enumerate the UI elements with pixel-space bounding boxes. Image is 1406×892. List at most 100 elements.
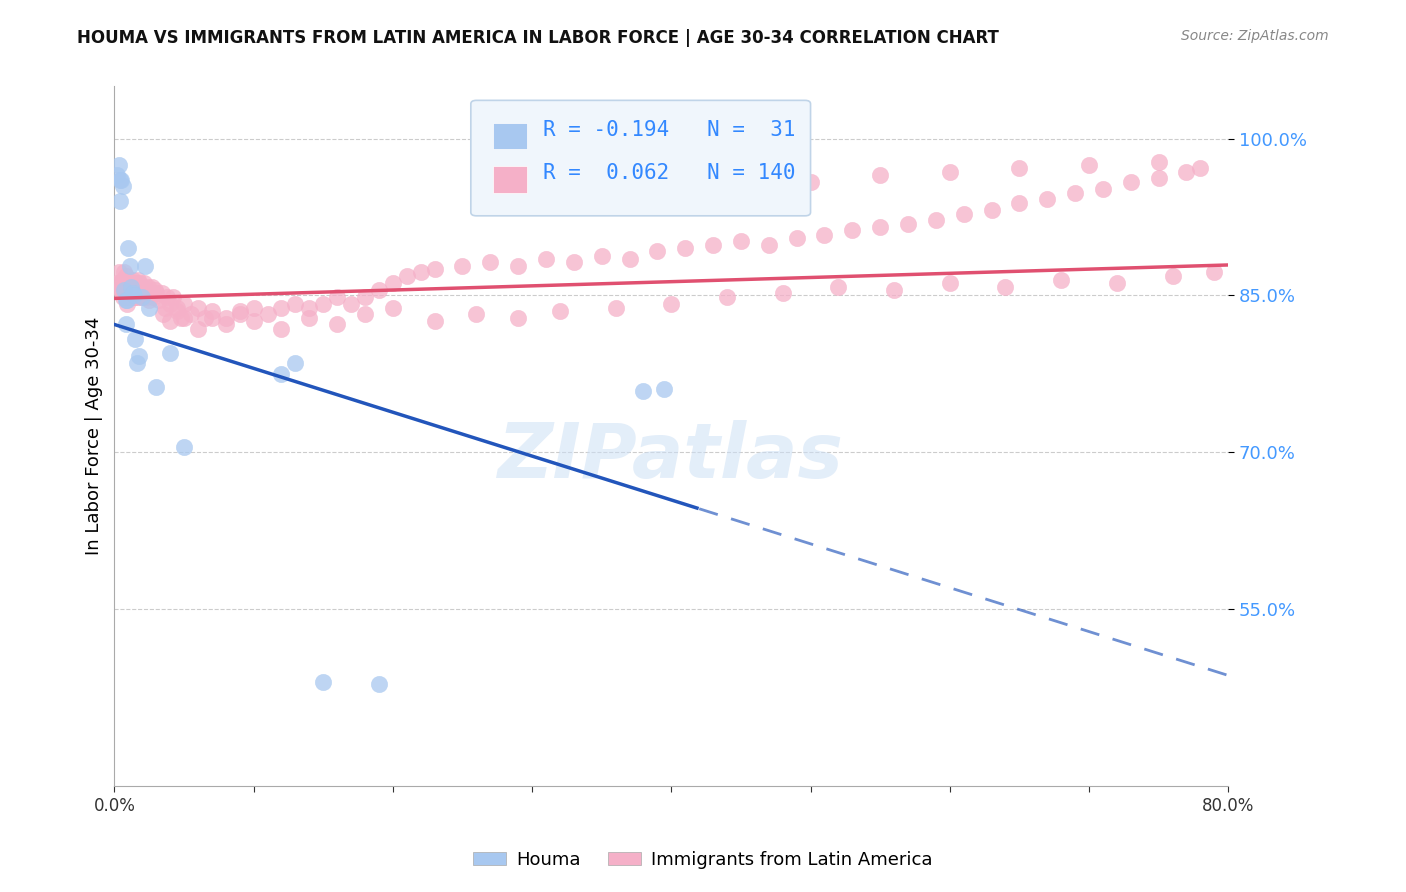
Point (1078, 158, 1101, 172)
Point (136, 280, 159, 294)
Point (112, 280, 135, 294)
Point (381, 301, 404, 315)
Point (994, 280, 1017, 294)
Point (508, 311, 530, 326)
Point (591, 249, 613, 263)
Point (138, 293, 160, 308)
Point (633, 384, 655, 399)
Point (121, 280, 143, 294)
Point (159, 345, 181, 359)
Point (134, 283, 156, 297)
Point (125, 286, 148, 301)
Point (142, 290, 165, 304)
Point (148, 293, 170, 308)
Y-axis label: In Labor Force | Age 30-34: In Labor Force | Age 30-34 (86, 317, 103, 556)
Point (111, 290, 134, 304)
Point (952, 207, 974, 221)
Point (128, 276, 150, 290)
Point (381, 276, 404, 290)
Point (659, 189, 682, 203)
Point (115, 280, 138, 294)
Point (368, 283, 391, 297)
Point (127, 290, 149, 304)
Point (107, 265, 129, 279)
Point (562, 255, 585, 269)
Point (110, 283, 132, 297)
Point (117, 241, 139, 255)
Point (143, 283, 166, 297)
Text: R = -0.194   N =  31: R = -0.194 N = 31 (543, 120, 796, 140)
Point (124, 332, 146, 346)
Point (215, 318, 238, 332)
Point (122, 290, 145, 304)
Text: ZIPatlas: ZIPatlas (498, 420, 845, 494)
Point (1175, 165, 1198, 179)
Point (841, 223, 863, 237)
Point (270, 321, 292, 335)
Point (1064, 186, 1087, 200)
Point (125, 356, 148, 370)
Point (139, 286, 162, 301)
Point (270, 301, 292, 315)
Point (121, 272, 143, 286)
Point (162, 290, 184, 304)
FancyBboxPatch shape (494, 166, 526, 193)
Point (772, 286, 794, 301)
Point (105, 276, 128, 290)
Point (125, 280, 148, 294)
Point (479, 255, 502, 269)
Point (120, 290, 142, 304)
Point (242, 314, 264, 328)
Point (368, 677, 391, 691)
Point (114, 318, 136, 332)
Point (201, 304, 224, 318)
Point (326, 318, 349, 332)
Point (1161, 269, 1184, 284)
Point (159, 296, 181, 310)
Point (869, 168, 891, 182)
Point (173, 311, 195, 326)
Point (127, 272, 149, 286)
Point (827, 280, 849, 294)
Point (120, 280, 142, 294)
Point (122, 283, 145, 297)
Point (298, 301, 321, 315)
Point (145, 286, 167, 301)
Point (423, 314, 446, 328)
Point (111, 272, 134, 286)
Point (354, 307, 377, 321)
Point (786, 231, 808, 245)
Point (201, 311, 224, 326)
Point (187, 301, 209, 315)
Point (298, 311, 321, 326)
Point (141, 280, 163, 294)
Point (939, 165, 962, 179)
Point (145, 380, 167, 394)
Point (1008, 196, 1031, 211)
Point (980, 202, 1002, 217)
Point (1147, 154, 1170, 169)
Point (134, 259, 156, 273)
Point (117, 283, 139, 297)
Point (118, 259, 141, 273)
Point (409, 265, 432, 279)
Point (108, 194, 131, 209)
Point (131, 290, 153, 304)
Point (173, 296, 195, 310)
Point (312, 674, 335, 689)
Point (1119, 176, 1142, 190)
Point (1008, 161, 1031, 175)
Point (451, 259, 474, 273)
Point (228, 304, 250, 318)
Point (423, 262, 446, 277)
Point (131, 286, 153, 301)
Point (135, 290, 157, 304)
Point (152, 307, 174, 321)
Point (194, 311, 217, 326)
Point (548, 304, 571, 318)
Point (115, 296, 138, 310)
Point (256, 307, 278, 321)
Point (107, 158, 129, 172)
Point (129, 290, 152, 304)
FancyBboxPatch shape (494, 123, 526, 150)
